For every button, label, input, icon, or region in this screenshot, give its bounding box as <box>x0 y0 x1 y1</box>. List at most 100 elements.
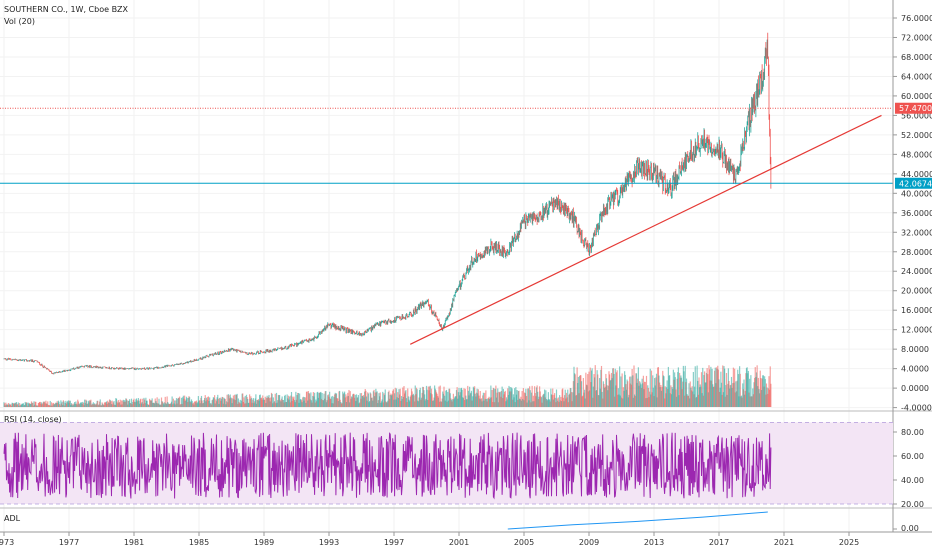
volume-bar <box>724 368 726 407</box>
volume-bar <box>712 387 714 407</box>
volume-bar <box>542 394 544 407</box>
volume-bar <box>722 392 724 407</box>
time-axis-label: 1977 <box>59 538 79 547</box>
volume-bar <box>213 397 215 407</box>
volume-bar <box>701 393 703 407</box>
volume-bar <box>339 390 341 407</box>
volume-bar <box>92 404 94 407</box>
volume-bar <box>202 402 204 407</box>
volume-bar <box>720 371 722 407</box>
volume-bar <box>340 403 343 407</box>
volume-bar <box>342 391 344 407</box>
volume-bar <box>390 395 393 407</box>
volume-bar <box>167 403 169 407</box>
volume-bar <box>595 390 597 407</box>
volume-bar <box>365 396 368 407</box>
time-axis-label: 1989 <box>254 538 274 547</box>
volume-bar <box>408 399 410 407</box>
volume-bar <box>675 396 678 407</box>
adl-panel[interactable]: ADL 0.00 <box>4 511 919 533</box>
rsi-axis-label: 60.00 <box>901 452 924 461</box>
volume-bar <box>211 400 213 407</box>
volume-bar <box>340 402 342 407</box>
volume-bar <box>82 401 84 407</box>
volume-bar <box>35 405 38 407</box>
volume-bar <box>200 395 203 407</box>
volume-bar <box>705 372 708 407</box>
volume-bar <box>28 403 30 407</box>
volume-bar <box>63 401 65 407</box>
volume-bar <box>349 391 351 407</box>
volume-bar <box>685 382 687 407</box>
price-axis[interactable]: 76.0000 72.0000 68.0000 64.0000 60.0000 56.00… <box>893 14 932 413</box>
time-axis-label: 1985 <box>189 538 209 547</box>
volume-bar <box>472 386 474 407</box>
volume-bar <box>666 380 668 407</box>
volume-bar <box>394 393 396 407</box>
volume-bar <box>93 404 95 407</box>
volume-bar <box>751 396 753 407</box>
volume-bar <box>746 367 748 407</box>
volume-bar <box>185 399 187 407</box>
volume-bar <box>220 398 223 407</box>
volume-bar <box>205 397 208 407</box>
volume-bar <box>64 405 66 407</box>
volume-bar <box>64 402 66 407</box>
volume-bar <box>490 397 493 407</box>
volume-bar <box>101 402 103 407</box>
volume-bar <box>129 399 131 407</box>
volume-bar <box>42 401 44 407</box>
volume-bar <box>111 400 113 407</box>
volume-bar <box>752 388 754 407</box>
volume-bar <box>108 402 110 407</box>
volume-bar <box>385 402 388 407</box>
volume-bar <box>333 397 335 407</box>
volume-bar <box>249 394 251 407</box>
volume-bar <box>374 392 376 407</box>
volume-bar <box>20 404 22 407</box>
volume-bar <box>3 402 5 407</box>
volume-bar <box>532 395 534 407</box>
volume-bar <box>540 396 542 407</box>
volume-bar <box>155 402 158 407</box>
volume-bar <box>591 368 593 407</box>
time-axis[interactable]: 1973 1977 1981 1985 1989 1993 1997 2001 2005 2009… <box>0 532 859 547</box>
volume-bar <box>616 370 618 407</box>
volume-bar <box>422 386 424 407</box>
volume-bar <box>762 375 764 407</box>
volume-bar <box>567 402 569 407</box>
volume-bar <box>180 404 182 407</box>
last-price-badge-value: 42.0674 <box>899 179 932 188</box>
rsi-panel[interactable]: RSI (14, close) 80.00 60.00 40.00 20.00 <box>0 415 924 509</box>
volume-bar <box>377 403 379 407</box>
volume-bar <box>732 367 734 407</box>
volume-bar <box>329 398 331 407</box>
volume-bar <box>664 386 666 407</box>
adl-line <box>507 511 768 530</box>
volume-bar <box>694 366 696 407</box>
volume-bar <box>227 402 229 407</box>
volume-bar <box>459 395 461 407</box>
volume-bar <box>738 396 740 407</box>
volume-bar <box>379 396 381 407</box>
time-axis-label: 2013 <box>644 538 664 547</box>
volume-bar <box>76 404 78 407</box>
volume-bar <box>68 402 70 407</box>
volume-bar <box>321 392 323 407</box>
volume-bar <box>754 367 756 407</box>
volume-bar <box>622 387 624 407</box>
volume-bar <box>745 368 748 407</box>
volume-bar <box>275 403 277 407</box>
volume-bar <box>376 391 378 407</box>
volume-bar <box>494 388 496 407</box>
volume-bar <box>239 399 241 407</box>
volume-bar <box>207 397 209 407</box>
volume-bar <box>34 401 36 407</box>
volume-bar <box>238 401 240 407</box>
volume-bar <box>14 402 16 407</box>
volume-bar <box>132 401 134 407</box>
trendline[interactable] <box>409 114 882 345</box>
volume-bar <box>471 400 473 407</box>
volume-bar <box>446 401 448 407</box>
